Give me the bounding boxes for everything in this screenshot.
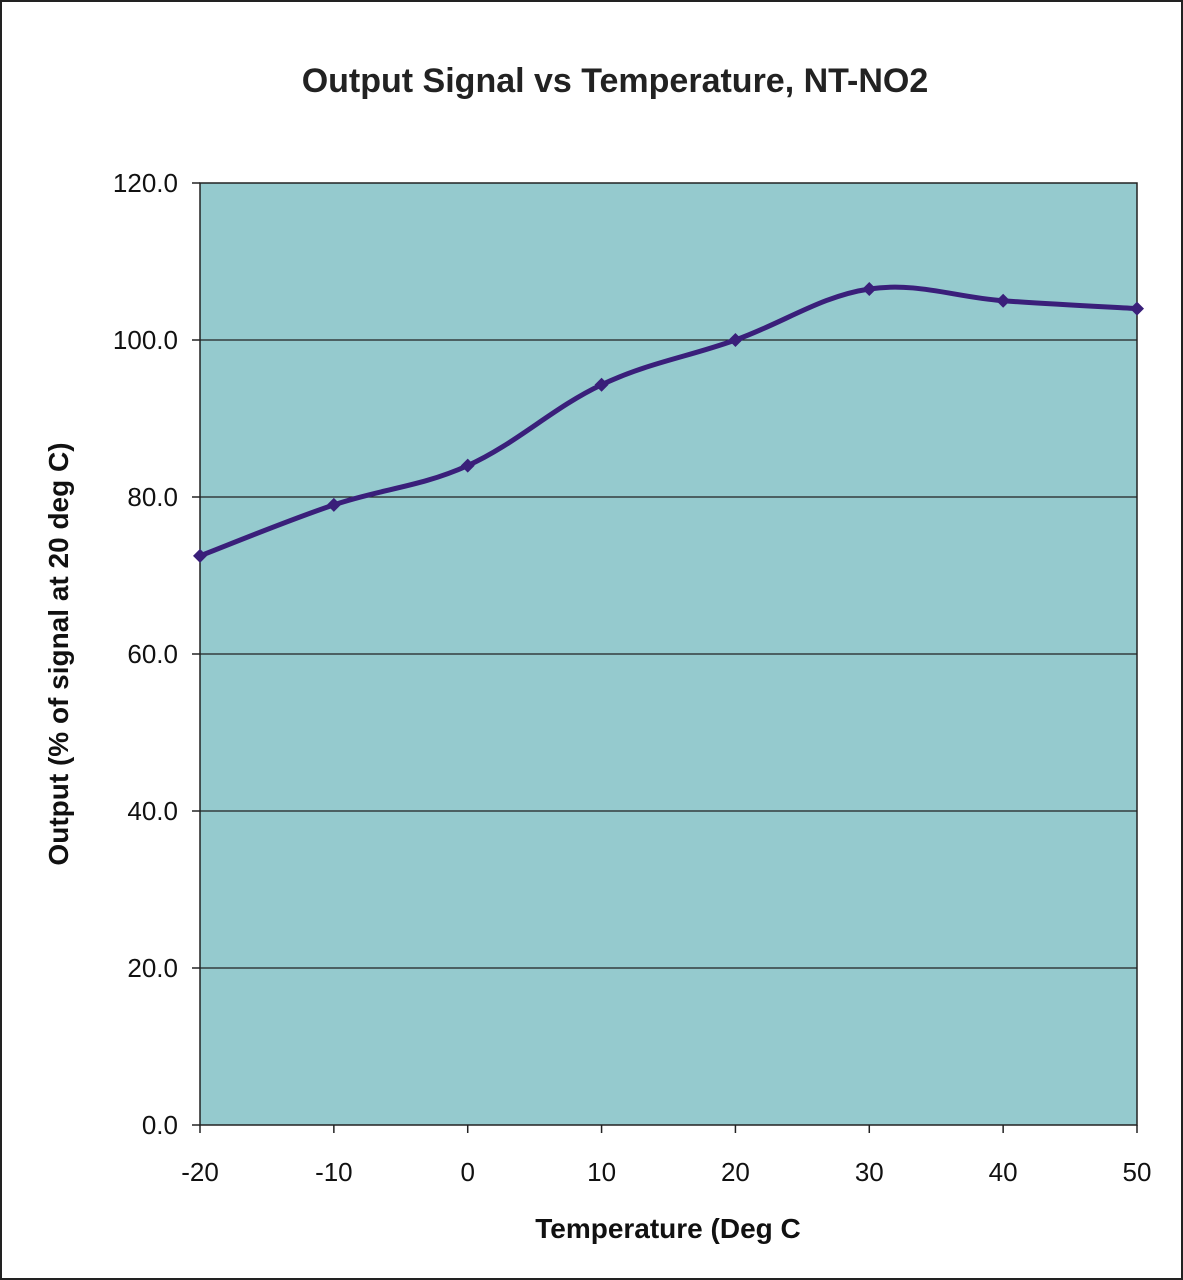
y-tick-label: 0.0 [142,1110,178,1140]
y-axis-label: Output (% of signal at 20 deg C) [43,442,74,865]
x-tick-label: -10 [315,1157,353,1187]
data-point-marker [728,333,743,347]
x-axis-label: Temperature (Deg C [535,1213,801,1244]
y-tick-label: 120.0 [113,168,178,198]
y-tick-label: 40.0 [127,796,178,826]
data-point-marker [460,458,475,473]
x-tick-label: 20 [721,1157,750,1187]
data-point-marker [594,377,609,392]
x-tick-label: 40 [989,1157,1018,1187]
x-tick-label: 0 [460,1157,474,1187]
data-point-marker [996,293,1011,308]
x-axis: -20 -10 0 10 20 30 40 50 [181,1125,1151,1187]
data-point-marker [193,548,207,563]
chart-title: Output Signal vs Temperature, NT-NO2 [302,62,929,100]
y-tick-label: 60.0 [127,639,178,669]
y-axis: 0.0 20.0 40.0 60.0 80.0 100.0 120.0 [113,168,200,1140]
x-tick-label: 30 [855,1157,884,1187]
data-series [193,281,1144,563]
y-tick-label: 80.0 [127,482,178,512]
x-tick-label: 10 [587,1157,616,1187]
x-tick-label: -20 [181,1157,219,1187]
y-tick-label: 100.0 [113,325,178,355]
data-point-marker [326,497,341,512]
data-point-marker [1130,301,1144,316]
data-point-marker [862,281,877,296]
series-line [197,284,1140,559]
y-tick-label: 20.0 [127,953,178,983]
x-tick-label: 50 [1123,1157,1152,1187]
